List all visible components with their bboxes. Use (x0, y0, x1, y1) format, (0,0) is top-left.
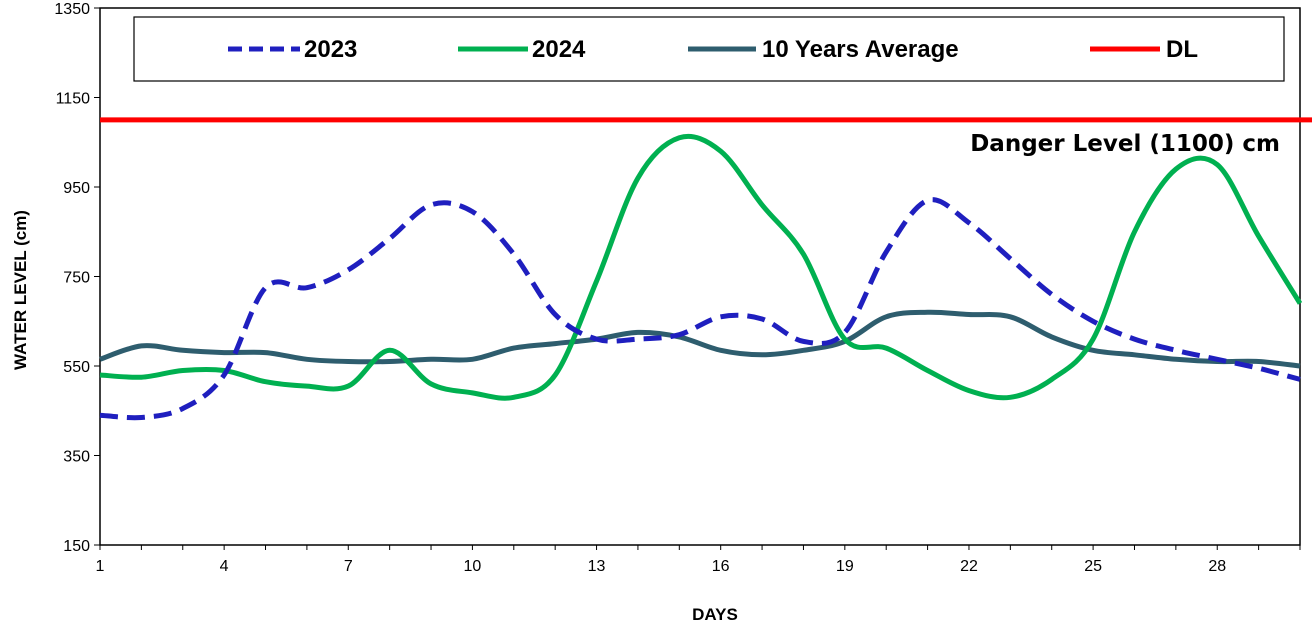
y-tick-label: 1150 (56, 91, 91, 108)
series-line-2024 (99, 133, 1303, 401)
series-line-10-years-average (99, 309, 1301, 369)
x-tick-label: 25 (1084, 558, 1102, 575)
y-tick-label: 1350 (54, 1, 90, 18)
plot-frame (99, 7, 1301, 546)
y-tick-label: 950 (63, 180, 90, 197)
x-tick-label: 4 (220, 558, 229, 575)
legend: 2023 2024 10 Years Average DL (133, 16, 1285, 82)
y-tick-label: 150 (63, 538, 90, 555)
y-tick-label: 550 (63, 359, 90, 376)
legend-label: 10 Years Average (762, 36, 959, 63)
y-tick-label: 350 (63, 449, 90, 466)
y-tick-label: 750 (63, 270, 90, 287)
x-tick-label: 7 (344, 558, 353, 575)
y-axis-title: WATER LEVEL (cm) (11, 210, 30, 370)
legend-label: DL (1166, 36, 1198, 63)
series-line-2023 (99, 197, 1301, 421)
x-tick-label: 10 (464, 558, 482, 575)
x-tick-label: 19 (836, 558, 854, 575)
reference-layer: Danger Level (1100) cm (100, 117, 1312, 157)
legend-label: 2023 (304, 36, 357, 63)
danger-level-label: Danger Level (1100) cm (970, 131, 1280, 157)
x-tick-label: 13 (588, 558, 606, 575)
x-tick-label: 16 (712, 558, 730, 575)
legend-label: 2024 (532, 36, 586, 63)
x-axis-title: DAYS (692, 605, 738, 624)
series-layer (99, 133, 1303, 421)
x-tick-label: 28 (1208, 558, 1226, 575)
x-tick-label: 22 (960, 558, 978, 575)
x-tick-label: 1 (96, 558, 105, 575)
axes: 150 350 550 750 950 1150 1350 1 4 7 10 13 16 19 22 25 28 (54, 1, 1301, 575)
